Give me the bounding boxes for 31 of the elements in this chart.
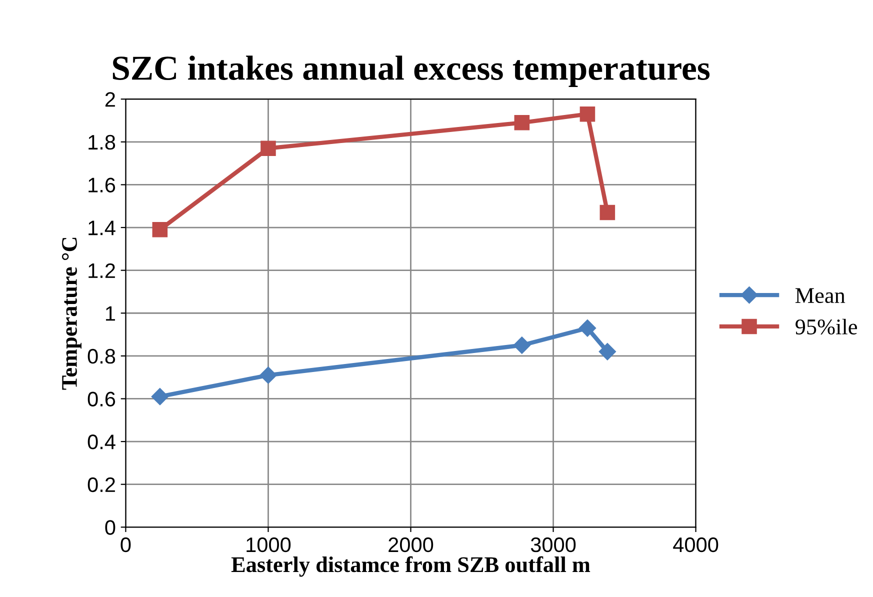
chart-title: SZC intakes annual excess temperatures <box>112 56 710 88</box>
y-tick-label: 1.2 <box>88 263 115 278</box>
x-tick-label: 3000 <box>530 537 576 552</box>
y-tick-label: 0.6 <box>88 392 116 406</box>
y-tick-label: 0.4 <box>88 434 116 450</box>
y-tick-label: 0.2 <box>88 477 115 492</box>
x-axis-title: Easterly distamce from SZB outfall m <box>231 556 590 577</box>
point <box>513 336 530 354</box>
point <box>260 140 276 156</box>
y-tick-label: 0 <box>105 520 116 535</box>
point <box>514 115 530 130</box>
y-tick-label: 1.6 <box>88 178 116 192</box>
y-tick-label: 0.8 <box>88 348 116 364</box>
y-tick-label: 1 <box>106 306 115 321</box>
point <box>600 204 616 220</box>
x-tick-label: 4000 <box>673 537 718 552</box>
y-tick-label: 2 <box>105 92 115 107</box>
y-axis-title: Temperature °C <box>62 238 82 390</box>
y-tick-label: 1.8 <box>88 134 116 150</box>
legend-label: 95%ile <box>796 318 857 335</box>
point <box>578 320 596 337</box>
point <box>151 388 168 406</box>
point <box>598 343 616 360</box>
x-tick-label: 0 <box>120 537 131 552</box>
x-tick-label: 2000 <box>388 537 434 552</box>
x-tick-label: 1000 <box>246 537 291 552</box>
point <box>260 366 277 384</box>
point <box>152 222 168 238</box>
y-tick-label: 1.4 <box>88 220 116 236</box>
point <box>580 106 596 122</box>
legend-label: Mean <box>795 288 846 304</box>
